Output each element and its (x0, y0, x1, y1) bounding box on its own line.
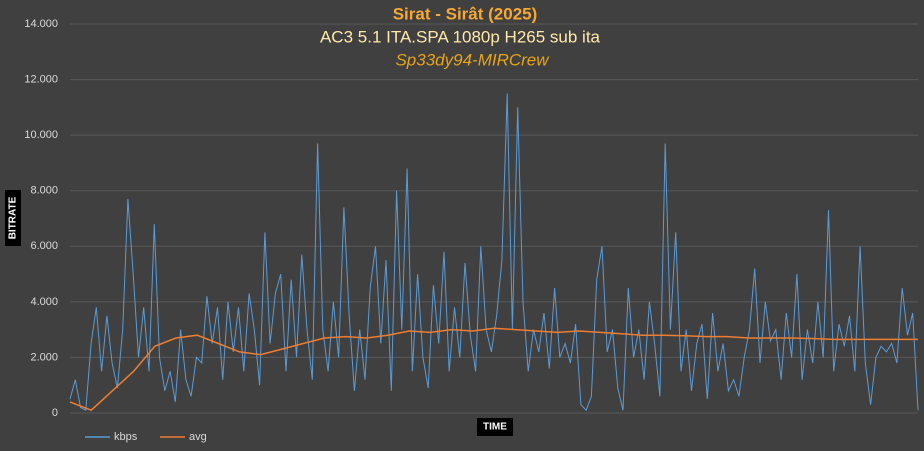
y-tick-label: 6.000 (30, 240, 58, 252)
x-label-box (477, 418, 513, 436)
y-tick-label: 10.000 (24, 129, 58, 141)
y-tick-label: 2.000 (30, 351, 58, 363)
y-tick-label: 14.000 (24, 18, 58, 30)
x-axis-label: TIME (483, 422, 507, 433)
legend-label: avg (189, 431, 207, 443)
y-tick-label: 0 (52, 407, 58, 419)
chart-subtitle: AC3 5.1 ITA.SPA 1080p H265 sub ita (320, 27, 601, 46)
y-label-box (5, 190, 21, 246)
y-axis-label: BITRATE (8, 196, 19, 239)
y-tick-label: 8.000 (30, 185, 58, 197)
legend-label: kbps (114, 431, 138, 443)
chart-title: Sirat - Sirât (2025) (393, 4, 538, 23)
y-tick-label: 4.000 (30, 296, 58, 308)
series-line (69, 327, 918, 412)
y-tick-label: 12.000 (24, 73, 58, 85)
chart-caption: Sp33dy94-MIRCrew (395, 50, 550, 69)
